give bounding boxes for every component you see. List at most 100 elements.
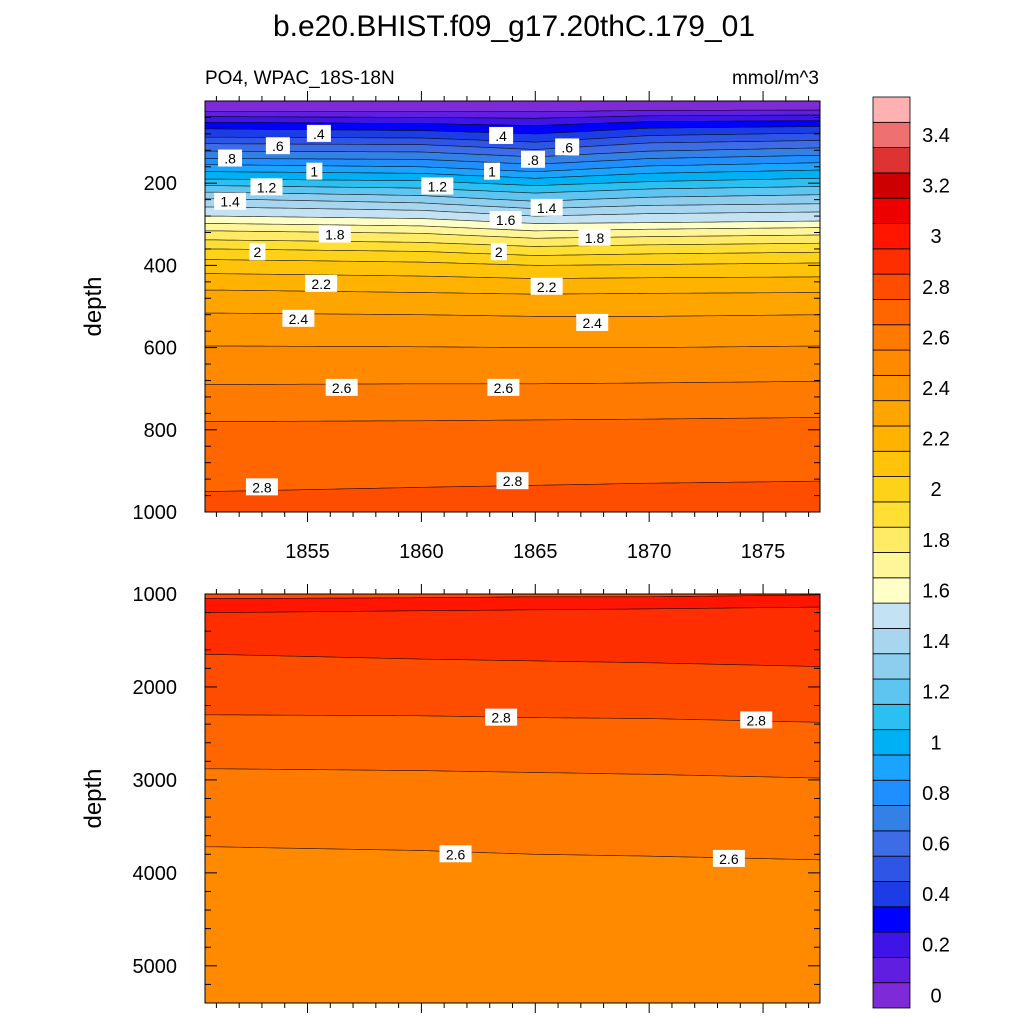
svg-text:1.4: 1.4 — [537, 200, 557, 216]
contour-line — [205, 606, 820, 613]
svg-text:.8: .8 — [224, 151, 236, 167]
contour-line — [205, 273, 820, 279]
contour-label: 2.8 — [485, 708, 518, 726]
svg-text:.6: .6 — [561, 139, 573, 155]
colorbar-swatch — [872, 982, 911, 1009]
colorbar-swatch — [872, 729, 911, 756]
svg-text:2.6: 2.6 — [332, 380, 352, 396]
colorbar-swatch — [872, 197, 911, 224]
svg-text:1: 1 — [310, 164, 318, 180]
y-tick-label: 400 — [144, 255, 177, 277]
contour-line — [205, 191, 820, 202]
contour-line — [205, 109, 820, 113]
colorbar-swatch — [872, 324, 911, 351]
colorbar-swatch — [872, 400, 911, 427]
svg-text:1.6: 1.6 — [496, 212, 516, 228]
contour-line — [205, 768, 820, 779]
contour-line — [205, 259, 820, 266]
y-tick-label: 1000 — [133, 502, 178, 524]
svg-text:2.4: 2.4 — [582, 315, 602, 331]
contour-line — [205, 248, 820, 256]
contour-label: 2.2 — [305, 274, 338, 292]
colorbar-tick-label: 2.4 — [922, 378, 950, 400]
contour-line — [205, 345, 820, 348]
contour-label: 2 — [249, 243, 266, 261]
colorbar-tick-label: 0.6 — [922, 834, 950, 856]
colorbar-tick-label: 2 — [930, 479, 941, 501]
contour-line — [205, 120, 820, 127]
colorbar-tick-label: 1 — [930, 732, 941, 754]
x-tick-label: 1855 — [285, 541, 330, 563]
contour-line — [205, 147, 820, 158]
svg-text:1.4: 1.4 — [220, 194, 240, 210]
colorbar-swatch — [872, 805, 911, 832]
upper-depth-panel: .4 .4 .6 .6 .8 .8 1 1 1.2 1.2 1.4 1.4 1.6 1.8 1.8 2 2 2.2… — [80, 91, 821, 563]
colorbar-swatch — [872, 931, 911, 958]
colorbar-swatch — [872, 121, 911, 149]
x-tick-label: 1865 — [513, 541, 558, 563]
colorbar-swatch — [872, 273, 911, 300]
colorbar: 0 0.2 0.4 0.6 0.8 1 1.2 1.4 1.6 1.8 2 2.2 2.4 2.6 2.8 3… — [872, 96, 950, 1009]
svg-text:2.6: 2.6 — [494, 380, 514, 396]
contour-label: 1.8 — [318, 225, 351, 243]
colorbar-swatch — [872, 526, 911, 553]
contour-label: 2.4 — [576, 313, 609, 331]
contour-label: .4 — [489, 126, 514, 144]
colorbar-swatch — [872, 450, 911, 477]
contour-label: 2.4 — [282, 309, 315, 327]
contour-line — [205, 177, 820, 187]
contour-label: 1.4 — [530, 198, 563, 216]
svg-text:1: 1 — [488, 164, 496, 180]
contour-label: 1.4 — [214, 192, 247, 210]
colorbar-swatch — [872, 476, 911, 503]
colorbar-swatch — [872, 349, 911, 376]
contour-band — [205, 846, 820, 1003]
units-label: mmol/m^3 — [732, 68, 819, 89]
contour-label: 2.8 — [245, 478, 278, 496]
svg-text:1.2: 1.2 — [257, 179, 277, 195]
contour-label: .8 — [521, 150, 545, 168]
contour-line — [205, 239, 820, 247]
colorbar-tick-label: 2.8 — [922, 277, 950, 299]
contour-line — [205, 594, 820, 599]
svg-text:2: 2 — [253, 244, 261, 260]
svg-text:1.8: 1.8 — [585, 230, 605, 246]
colorbar-tick-label: 1.2 — [922, 682, 950, 704]
chart-title: b.e20.BHIST.f09_g17.20thC.179_01 — [273, 10, 755, 43]
svg-text:2.6: 2.6 — [719, 851, 739, 867]
contour-label: 2.6 — [439, 845, 472, 863]
svg-text:1.2: 1.2 — [428, 178, 448, 194]
colorbar-swatch — [872, 703, 911, 731]
colorbar-swatch — [872, 881, 911, 908]
colorbar-swatch — [872, 754, 911, 781]
svg-text:.4: .4 — [313, 126, 325, 142]
colorbar-tick-label: 3 — [930, 226, 941, 248]
contour-line — [205, 654, 820, 667]
lower-depth-panel: 2.8 2.8 2.6 2.6 1000 2000 3000 4000 5000 depth — [80, 584, 821, 1013]
y-axis-label: depth — [80, 768, 107, 828]
colorbar-tick-label: 0.8 — [922, 783, 950, 805]
contour-label: 1 — [484, 162, 500, 180]
contour-label: .8 — [218, 149, 243, 167]
svg-text:2.8: 2.8 — [252, 479, 272, 495]
x-tick-label: 1860 — [399, 541, 444, 563]
colorbar-swatch — [872, 299, 911, 326]
colorbar-tick-label: 3.2 — [922, 176, 950, 198]
svg-text:2.2: 2.2 — [537, 279, 557, 295]
y-tick-label: 3000 — [133, 770, 178, 792]
colorbar-swatch — [872, 602, 911, 629]
colorbar-tick-label: 0 — [930, 985, 941, 1007]
contour-label: 1.6 — [489, 211, 522, 229]
colorbar-swatch — [872, 855, 911, 882]
colorbar-tick-label: 1.4 — [922, 631, 950, 653]
contour-label: 2.2 — [530, 277, 563, 295]
colorbar-swatch — [872, 425, 911, 452]
contour-label: 1.8 — [578, 228, 611, 246]
colorbar-swatch — [872, 248, 911, 275]
contour-line — [205, 417, 820, 422]
contour-line — [205, 140, 820, 150]
colorbar-tick-label: 2.2 — [922, 429, 950, 451]
svg-text:2: 2 — [495, 244, 503, 260]
contour-label: 2.6 — [325, 378, 358, 396]
y-tick-label: 1000 — [133, 584, 178, 606]
